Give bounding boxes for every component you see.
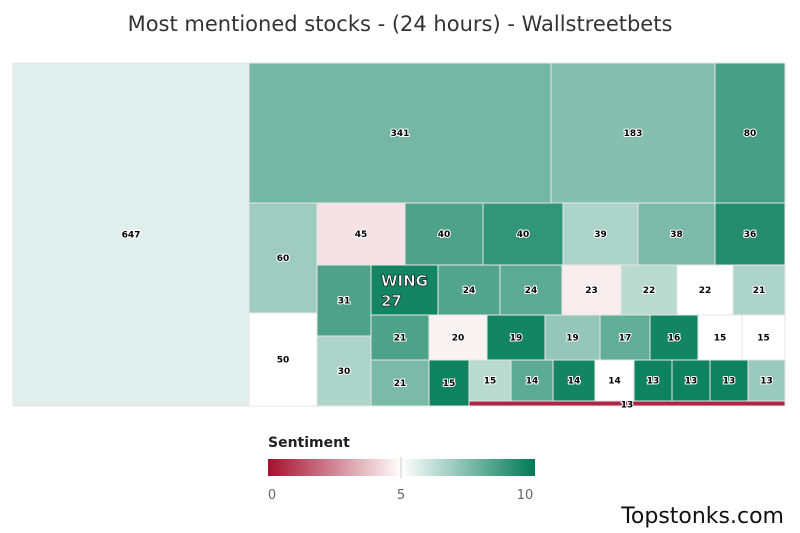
treemap-cell-label: 13 [621, 401, 634, 411]
treemap-cell-label: 13 [760, 377, 773, 387]
legend-tick-5: 5 [397, 488, 405, 503]
treemap-cell [637, 202, 716, 266]
treemap-cell-label: 19 [566, 334, 579, 344]
treemap-cell-label: 341 [391, 129, 410, 139]
treemap-cell-label: 22 [643, 286, 656, 296]
treemap-cell [248, 202, 318, 314]
treemap-cell [370, 314, 430, 361]
treemap-cell-label: 31 [338, 297, 351, 307]
treemap-cell [714, 62, 786, 204]
treemap-cell-label: 13 [647, 377, 660, 387]
treemap-cell [709, 359, 749, 402]
treemap-cell-label: 40 [438, 230, 451, 240]
brand-watermark: Topstonks.com [621, 504, 784, 529]
treemap-cell-label: 14 [526, 377, 539, 387]
treemap-cell [482, 202, 564, 266]
treemap-cell-label: 22 [699, 286, 712, 296]
treemap-cell [12, 62, 250, 407]
treemap-cell-label: 39 [594, 230, 607, 240]
treemap-cell-label: 21 [394, 379, 407, 389]
treemap-cell [671, 359, 711, 402]
treemap-cell [486, 314, 546, 361]
legend-tick-10: 10 [517, 488, 534, 503]
treemap-cell [370, 264, 439, 316]
treemap-cell-label: 13 [685, 377, 698, 387]
treemap-cell-label: 15 [714, 334, 727, 344]
treemap-cell [620, 264, 678, 316]
treemap-cell-label: 183 [624, 129, 643, 139]
treemap-cell-label: 50 [277, 356, 290, 366]
treemap-cell-label: 30 [338, 367, 351, 377]
treemap-cell [676, 264, 734, 316]
treemap-cell [428, 359, 470, 407]
chart-title: Most mentioned stocks - (24 hours) - Wal… [128, 12, 673, 36]
treemap-cell [248, 312, 318, 407]
treemap-cell-label: 24 [463, 286, 476, 296]
treemap-cell [741, 314, 786, 361]
treemap-cell-label: 38 [670, 230, 683, 240]
treemap-cell [697, 314, 743, 361]
treemap-cell-label: 40 [517, 230, 530, 240]
treemap-cell-label: 15 [757, 334, 770, 344]
treemap-cell [370, 359, 430, 407]
treemap-cell-label: 647 [122, 231, 141, 241]
treemap-cell-label: 23 [585, 286, 598, 296]
treemap-cell-label: 15 [484, 377, 497, 387]
treemap-cell-label: 21 [753, 286, 766, 296]
legend-title: Sentiment [268, 435, 350, 451]
sentiment-legend: Sentiment 0 5 10 [268, 435, 535, 503]
treemap-cell [316, 202, 406, 266]
treemap-cell [633, 359, 673, 402]
treemap-cell-label: 24 [525, 286, 538, 296]
treemap-cell-label: 16 [668, 334, 681, 344]
legend-tick-0: 0 [268, 488, 276, 503]
treemap-cell [499, 264, 563, 316]
treemap-cell [732, 264, 786, 316]
treemap-cell [468, 400, 786, 407]
treemap-cell-label: 36 [744, 230, 757, 240]
treemap-cell-label: 14 [608, 377, 621, 387]
treemap-cell-label: 15 [443, 379, 456, 389]
treemap-cell-label: 13 [723, 377, 736, 387]
treemap-cell-label: 60 [277, 254, 290, 264]
treemap-cell [550, 62, 716, 204]
treemap-cell-label: 20 [452, 334, 465, 344]
treemap-cell-label: 14 [568, 377, 581, 387]
treemap-cell [428, 314, 488, 361]
treemap-cell [437, 264, 501, 316]
treemap-cell [544, 314, 601, 361]
treemap-cell-label: 17 [619, 334, 632, 344]
treemap-cell-label: 45 [355, 230, 368, 240]
treemap-cell-label: 80 [744, 129, 757, 139]
treemap-highlight-label: WING 27 [381, 272, 428, 310]
treemap-cell [316, 335, 372, 407]
treemap-cell-label: 21 [394, 334, 407, 344]
treemap-cell [714, 202, 786, 266]
treemap-cells: 647 341 183 80 60 45 40 40 39 38 36 50 31 WING 27 24 24 2… [12, 62, 786, 412]
treemap-cell-label: 19 [510, 334, 523, 344]
treemap-cell [248, 62, 552, 204]
treemap-cell [561, 264, 622, 316]
